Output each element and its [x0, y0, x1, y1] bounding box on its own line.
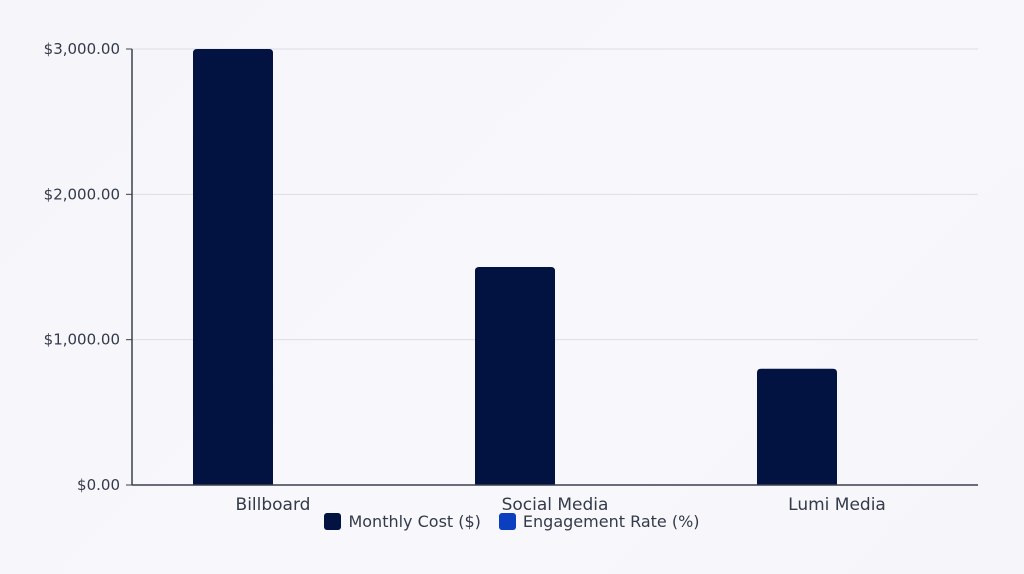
y-tick-label: $2,000.00 — [44, 185, 120, 203]
x-tick-label: Lumi Media — [788, 495, 886, 515]
x-tick-label: Billboard — [236, 495, 311, 515]
legend-swatch — [324, 513, 342, 530]
y-tick-label: $0.00 — [77, 476, 120, 494]
y-tick-labels: $0.00 $1,000.00 $2,000.00 $3,000.00 — [44, 40, 120, 494]
bars — [193, 49, 837, 485]
y-tick-label: $1,000.00 — [44, 331, 120, 349]
bar-billboard-series-0 — [193, 49, 273, 485]
legend-item[interactable]: Monthly Cost ($) — [324, 512, 481, 531]
legend-label: Engagement Rate (%) — [522, 512, 700, 531]
legend: Monthly Cost ($) Engagement Rate (%) — [0, 512, 1024, 531]
y-tick-label: $3,000.00 — [44, 40, 120, 58]
x-tick-labels: Billboard Social Media Lumi Media — [236, 495, 886, 515]
bar-lumi-media-series-0 — [757, 368, 837, 485]
legend-item[interactable]: Engagement Rate (%) — [498, 512, 700, 531]
legend-swatch — [498, 513, 516, 530]
legend-label: Monthly Cost ($) — [348, 512, 481, 531]
x-tick-label: Social Media — [502, 495, 609, 515]
bar-social-media-series-0 — [475, 267, 555, 485]
axes — [131, 49, 978, 486]
